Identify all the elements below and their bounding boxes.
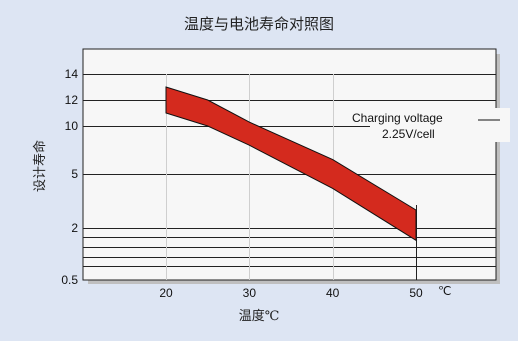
x-tick-label-0: 20 [159,286,173,300]
y-tick-label-1: 12 [65,93,79,107]
chart-title: 温度与电池寿命对照图 [184,15,334,33]
y-tick-label-0: 14 [65,67,79,81]
annotation-line1: Charging voltage [352,111,443,125]
x-tick-label-1: 30 [243,286,257,300]
battery-life-band [165,86,417,242]
y-tick-label-4: 2 [71,221,78,235]
annotation-bg [370,108,510,142]
x-axis-label: 温度℃ [239,308,280,324]
x-tick-labels: 20 30 40 50 [159,286,423,300]
x-unit-label: ℃ [438,284,451,298]
y-tick-labels: 14 12 10 5 2 0.5 [61,67,78,287]
band-layer [165,86,417,242]
y-axis-label: 设计寿命 [32,140,48,192]
y-tick-label-5: 0.5 [61,273,78,287]
annotation-line2: 2.25V/cell [382,127,435,141]
x-tick-label-3: 50 [409,286,423,300]
y-tick-label-2: 10 [65,119,79,133]
y-tick-label-3: 5 [71,167,78,181]
x-tick-label-2: 40 [326,286,340,300]
